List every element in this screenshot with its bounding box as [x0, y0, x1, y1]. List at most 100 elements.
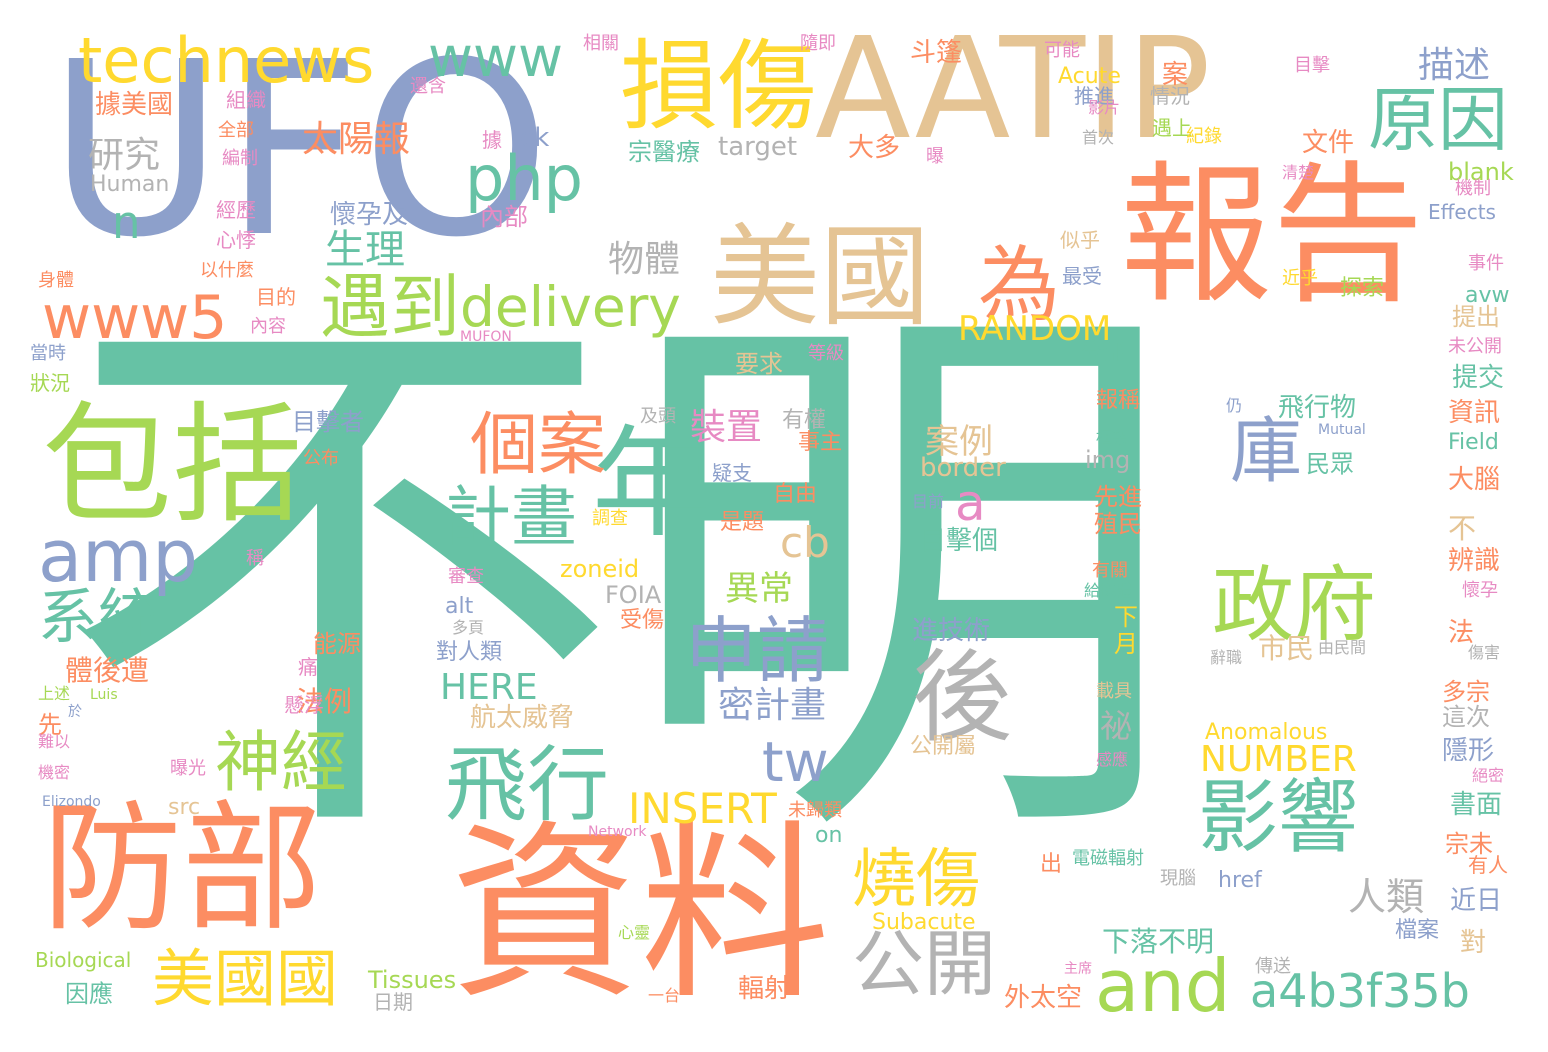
word-mu-ji: 目擊: [1294, 55, 1330, 76]
word-ji-tou: 及頭: [640, 406, 676, 427]
word-zhuang-kuang: 狀況: [30, 371, 70, 395]
word-yue: 月: [1114, 630, 1138, 658]
word-qing-kuang: 情況: [1150, 84, 1190, 108]
word-ji-hua: 計畫: [445, 479, 577, 556]
word-miao-shu: 描述: [1418, 45, 1491, 86]
word-reng: 仍: [1226, 396, 1243, 415]
word-ck: ck: [520, 123, 550, 153]
word-fa: 法: [1448, 618, 1475, 648]
word-tissues: Tissues: [368, 966, 457, 994]
word-mu-ji-ge: 目擊個: [920, 526, 999, 556]
word-network: Network: [588, 824, 647, 840]
word-deng-ji: 等級: [808, 343, 844, 364]
word-ti-jiao: 提交: [1452, 363, 1505, 393]
word-dang-an: 檔案: [1395, 918, 1440, 943]
word-shang-hai: 傷害: [1468, 643, 1501, 662]
word-mu-qian: 目前: [912, 492, 945, 511]
word-elizondo: Elizondo: [42, 794, 101, 810]
word-tai-yang-bao: 太陽報: [302, 119, 411, 160]
word-gong-kai-shu: 公開屬: [910, 734, 977, 759]
word-pu-guang: 曝光: [170, 758, 206, 779]
word-xian-nao: 現腦: [1160, 868, 1196, 889]
word-nian: 年: [592, 415, 712, 554]
word-zheng-fu: 政府: [1212, 558, 1377, 653]
word-amp: amp: [38, 514, 198, 598]
word-an: 案: [1162, 60, 1189, 90]
word-yin-xing: 隱形: [1442, 736, 1495, 766]
word-gong-bu: 公布: [303, 448, 339, 469]
word-xiang-guan: 相關: [583, 33, 619, 54]
word-zhi-min: 殖民: [1094, 510, 1142, 538]
word-bian-zhi: 編制: [222, 148, 258, 169]
word-gei-cai-ti: 給採體: [1084, 581, 1133, 600]
word-yi-zhi: 疑支: [712, 461, 752, 485]
word-www: www: [428, 25, 563, 89]
word-alt: alt: [445, 594, 474, 619]
word-shi-zhu: 事主: [798, 430, 843, 455]
word-luis: Luis: [90, 687, 118, 703]
word-biological: Biological: [35, 948, 132, 972]
word-duo-zong: 多宗: [1442, 678, 1490, 706]
word-ke-neng: 可能: [1044, 40, 1080, 61]
word-a4b3f35b: a4b3f35b: [1250, 964, 1470, 1018]
word-ge-an: 個案: [470, 406, 607, 485]
word-here: HERE: [440, 667, 538, 708]
word-tong: 痛: [298, 655, 318, 679]
word-you-min-jian: 由民間: [1318, 638, 1367, 657]
word-duo-ye: 多頁: [452, 618, 485, 637]
word-chu: 出: [1040, 852, 1063, 877]
word-shen-qing: 申請: [685, 609, 830, 693]
word-ying-pian: 影片: [1088, 98, 1121, 117]
word-fei-xing: 飛行: [445, 738, 610, 833]
word-xia-luo-bu-ming: 下落不明: [1102, 925, 1215, 958]
word-mei-guo: 美國: [710, 213, 930, 341]
word-you-ren: 有人: [1468, 853, 1508, 877]
word-shi-jian: 事件: [1468, 253, 1504, 274]
word-ying-xiang: 影響: [1198, 771, 1358, 864]
word-xi-tong: 系統: [38, 583, 158, 653]
word-fu-she: 輻射: [738, 974, 791, 1004]
word-yi-shen-me: 以什麼: [200, 260, 254, 281]
word-xian-jin: 先進: [1094, 483, 1142, 511]
word-shu-mian: 書面: [1450, 790, 1503, 820]
word-xia: 下: [1114, 603, 1138, 631]
word-avw: avw: [1465, 283, 1510, 308]
word-jin-hu: 近乎: [1282, 268, 1318, 289]
word-yuan-yin: 原因: [1368, 79, 1508, 161]
word-you-quan: 有權: [782, 408, 827, 433]
word-zai-ju: 載具: [1096, 681, 1132, 702]
word-dui-ren-lei: 對人類: [436, 640, 503, 665]
word-da-duo: 大多: [848, 133, 901, 163]
word-yin-ying: 因應: [65, 980, 113, 1008]
word-xian: 先: [38, 711, 62, 739]
word-cb: cb: [780, 518, 830, 567]
word-and: and: [1095, 944, 1231, 1028]
word-href: href: [1218, 868, 1262, 893]
word-zui-shou: 最受: [1062, 264, 1102, 288]
word-dou-peng: 斗篷: [910, 38, 963, 68]
word-jin-ji-shu: 進技術: [912, 616, 991, 646]
word-shen-jing: 神經: [215, 724, 347, 801]
word-quan-bu: 全部: [218, 120, 254, 141]
word-sun-shang: 損傷: [620, 30, 817, 144]
word-tan-suo: 探索: [1340, 276, 1385, 301]
word-xin-ling: 心靈: [618, 923, 651, 942]
word-effects: Effects: [1428, 200, 1496, 224]
word-min-zhong: 民眾: [1306, 450, 1354, 478]
word-field: Field: [1448, 430, 1499, 455]
word-subacute: Subacute: [872, 910, 976, 935]
word-yao-qiu: 要求: [735, 350, 783, 378]
word-fa-li: 法例: [296, 685, 353, 718]
word-zong-yi-liao: 宗醫療: [628, 138, 700, 166]
word-dian-ci-fu-she: 電磁輻射: [1072, 848, 1144, 869]
word-yi-chang: 異常: [725, 569, 793, 609]
word-img: img: [1085, 446, 1131, 474]
word-pu: 曝: [926, 146, 944, 167]
word-tw: tw: [762, 730, 829, 794]
word-jin-ri: 近日: [1450, 886, 1503, 916]
word-dang-shi: 當時: [30, 343, 66, 364]
word-mutual: Mutual: [1318, 422, 1366, 438]
word-hang-tai-wei-xie: 航太威脅: [470, 703, 575, 733]
word-zi-you: 自由: [773, 482, 818, 507]
